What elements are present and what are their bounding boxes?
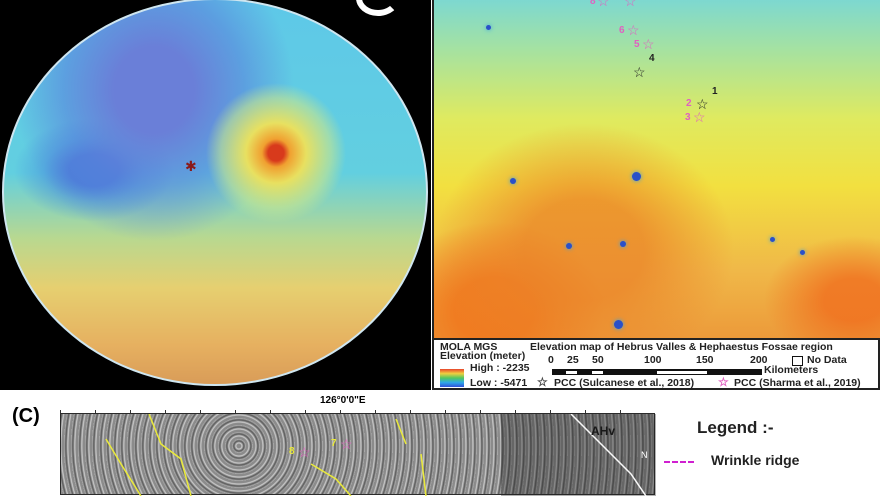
dataset-label: MOLA MGS	[440, 341, 498, 353]
scale-tick: 200	[750, 354, 768, 366]
elevation-color-ramp	[440, 369, 464, 387]
crater	[486, 25, 491, 30]
scale-unit: Kilometers	[764, 364, 819, 376]
dark-region	[501, 414, 656, 496]
wrinkle-ridge-label: Wrinkle ridge	[711, 452, 800, 468]
crater	[632, 172, 641, 181]
crater	[800, 250, 805, 255]
legend-title: Legend :-	[697, 418, 774, 437]
sharma-star-icon: ☆	[718, 375, 729, 389]
crater	[566, 243, 572, 249]
star-label: 6	[619, 25, 625, 36]
star-label: 7	[331, 438, 337, 449]
panel-c-label: (C)	[12, 405, 40, 427]
no-data-swatch	[792, 356, 803, 366]
pcc-sharma-star-icon: ☆	[627, 22, 640, 38]
pcc-sharma-star-icon: ☆	[597, 0, 610, 9]
star-label: 5	[634, 39, 640, 50]
map-title: Elevation map of Hebrus Valles & Hephaes…	[530, 341, 833, 353]
pcc-star-icon: ☆	[298, 444, 311, 460]
scale-tick: 100	[644, 354, 662, 366]
star-label: 8	[289, 446, 295, 457]
mars-globe-elevation	[2, 0, 428, 386]
star-label: 3	[685, 112, 691, 123]
elevation-high: High : -2235	[470, 362, 530, 374]
crater	[620, 241, 626, 247]
scale-bar	[552, 369, 762, 375]
pcc-sharma-star-icon: ☆	[624, 0, 637, 9]
panel-letter-ring	[356, 0, 400, 16]
no-data-label: No Data	[807, 354, 847, 366]
longitude-label: 126°0'0"E	[320, 395, 366, 406]
pcc-sulcanese-label: PCC (Sulcanese et al., 2018)	[554, 377, 695, 389]
pcc-star-icon: ☆	[340, 436, 353, 452]
star-label: 2	[686, 98, 692, 109]
wrinkle-ridge-symbol	[664, 461, 694, 463]
mars-globe-panel: ✱	[0, 0, 431, 390]
elevation-label: Elevation (meter)	[440, 350, 526, 362]
graticule-ticks	[60, 410, 655, 414]
star-label: 1	[712, 86, 718, 97]
pcc-sharma-star-icon: ☆	[693, 109, 706, 125]
scale-tick: 50	[592, 354, 604, 366]
pcc-sharma-star-icon: ☆	[642, 36, 655, 52]
scale-tick: 25	[567, 354, 579, 366]
crater	[510, 178, 516, 184]
star-label: 8	[590, 0, 596, 7]
elevation-map-legend: MOLA MGS Elevation map of Hebrus Valles …	[432, 338, 880, 390]
north-arrow: N	[641, 450, 648, 460]
scale-tick: 0	[548, 354, 554, 366]
feature-lines	[105, 414, 647, 496]
pcc-sulcanese-star-icon: ☆	[696, 96, 709, 112]
elevation-map: ☆ ☆ 8 ☆ 6 ☆ 5 4 ☆ 1 ☆ 2 ☆ 3	[432, 0, 880, 338]
pcc-sulcanese-star-icon: ☆	[633, 64, 646, 80]
study-area-marker: ✱	[185, 158, 197, 174]
star-label: 4	[649, 53, 655, 64]
crater	[770, 237, 775, 242]
pcc-sharma-label: PCC (Sharma et al., 2019)	[734, 377, 861, 389]
panel-c-image-map: 8 ☆ 7 ☆ AHv N	[60, 413, 656, 496]
scale-tick: 150	[696, 354, 714, 366]
unit-label: AHv	[591, 424, 616, 438]
crater	[614, 320, 623, 329]
elevation-low: Low : -5471	[470, 377, 528, 389]
sulcanese-star-icon: ☆	[537, 375, 548, 389]
